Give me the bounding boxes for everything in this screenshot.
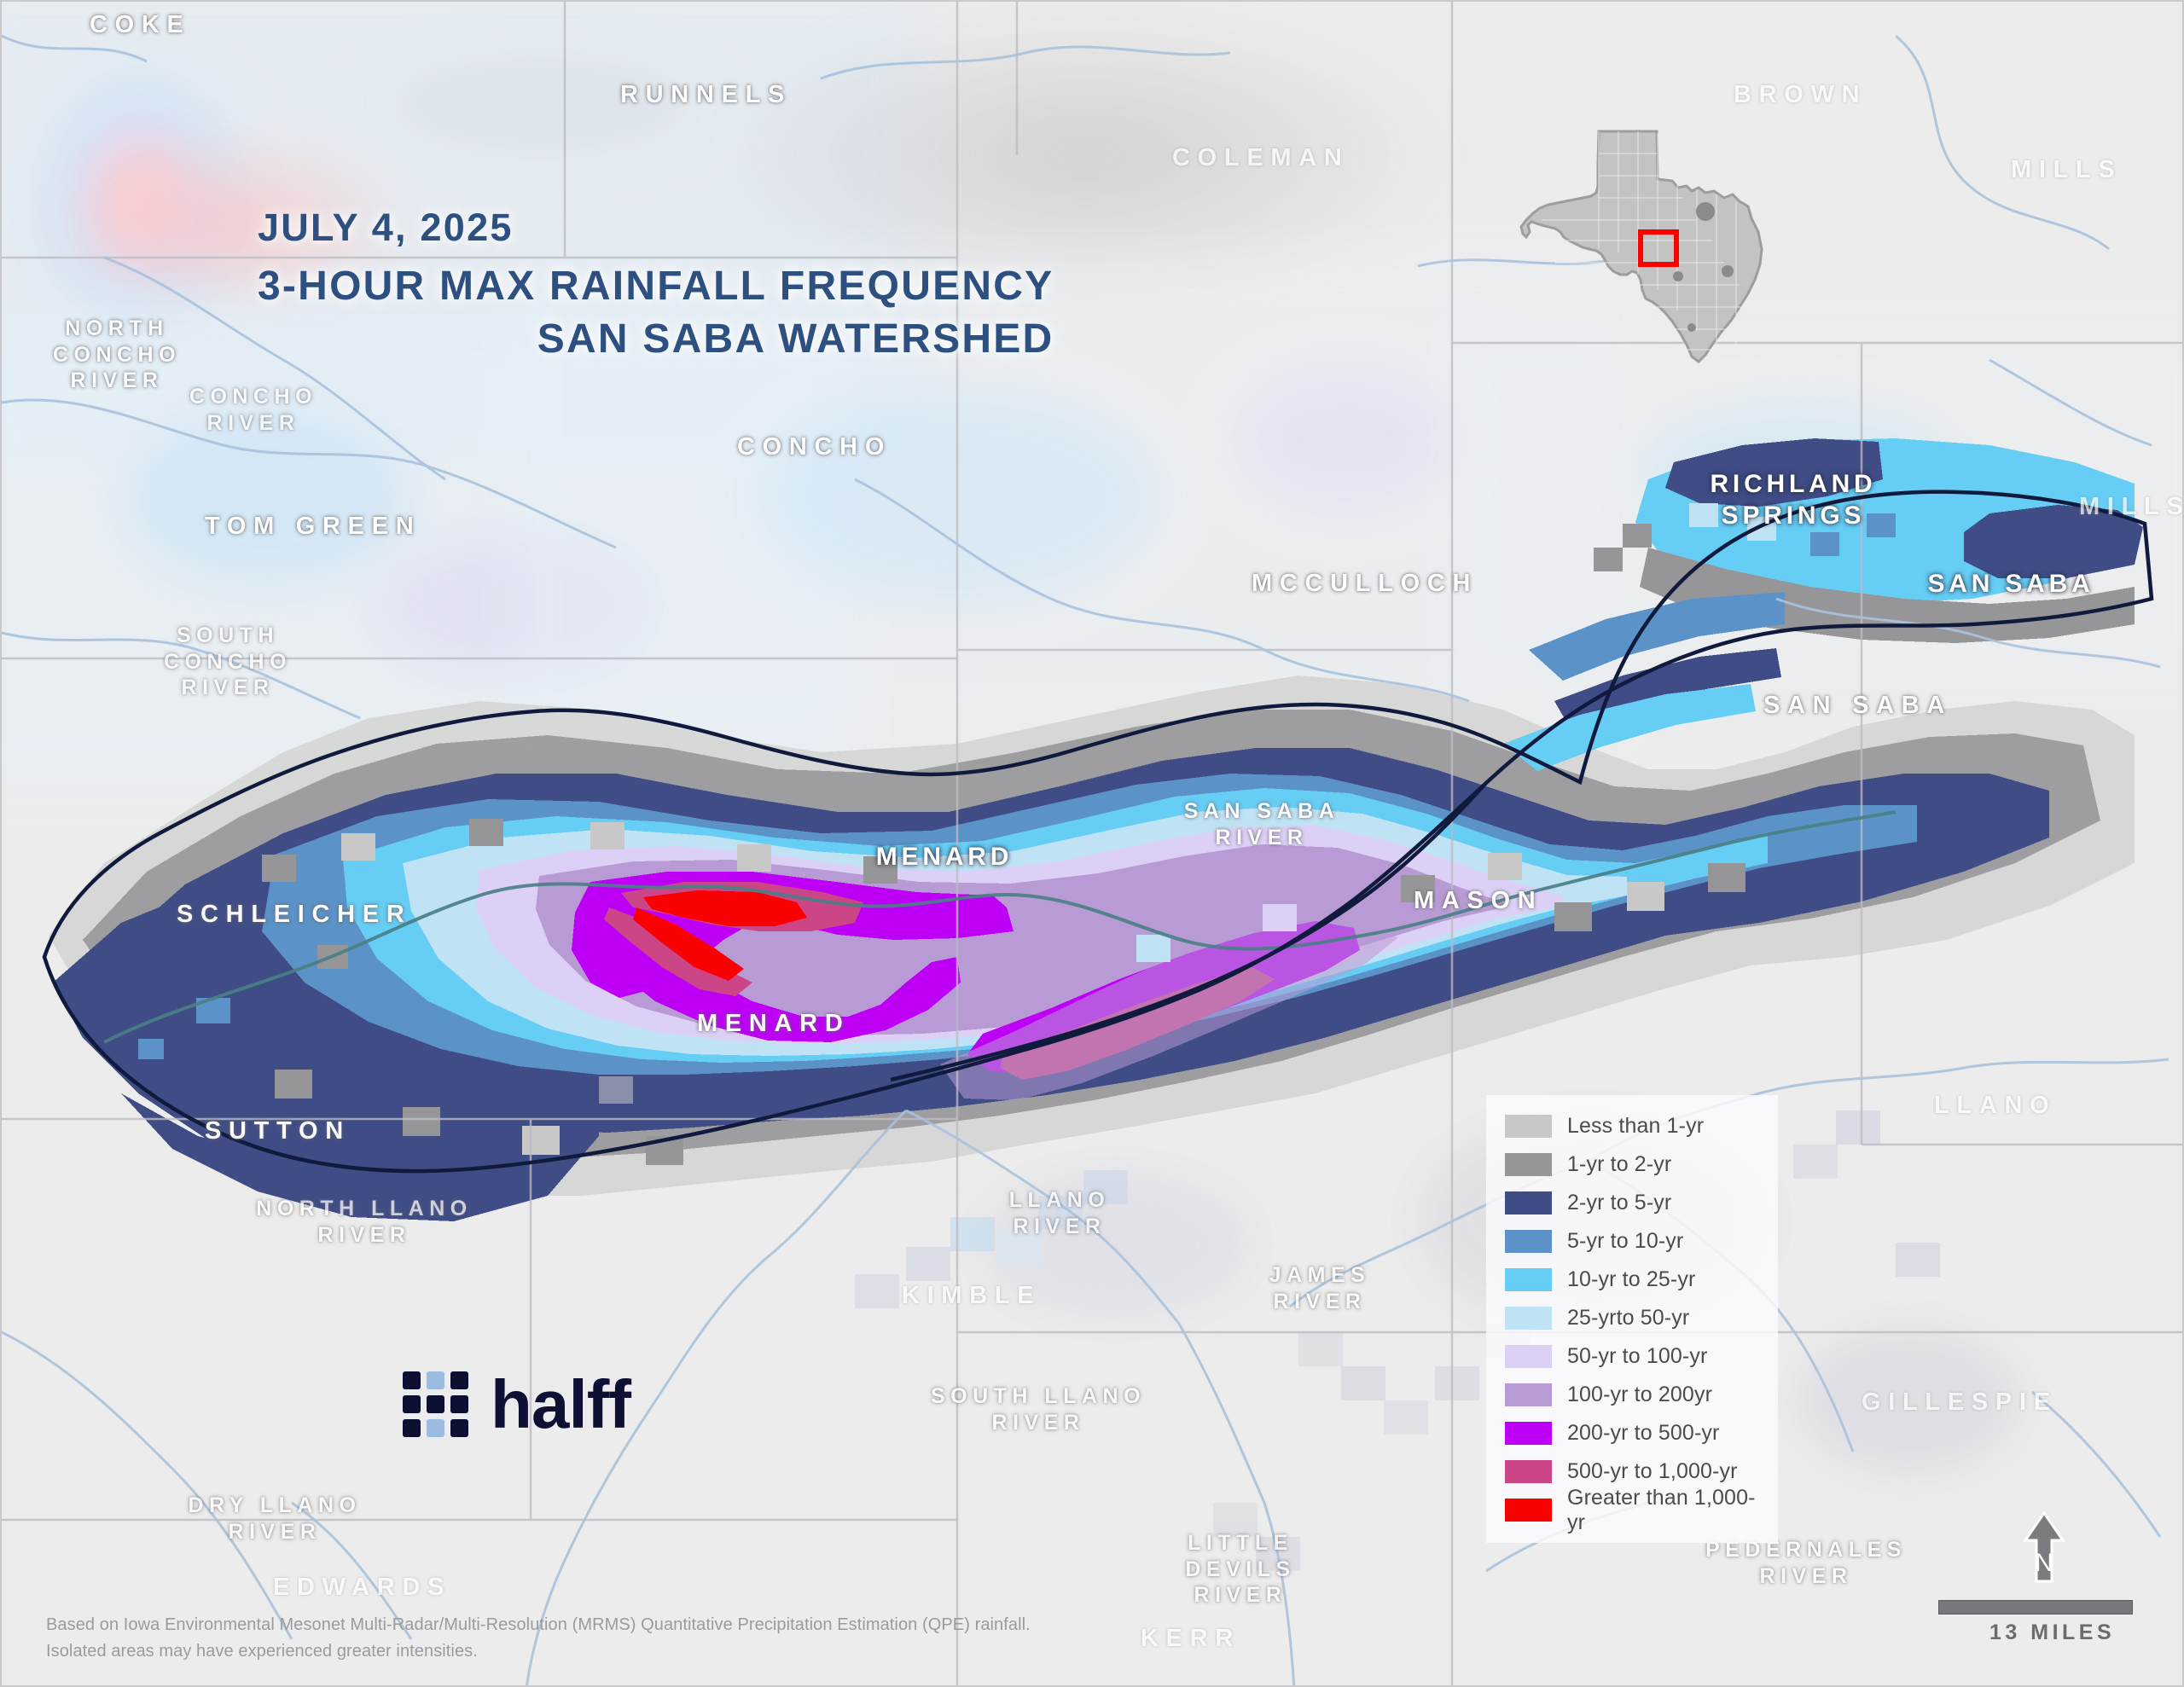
legend-label: 5-yr to 10-yr (1567, 1229, 1684, 1253)
legend-swatch (1505, 1153, 1552, 1176)
legend-row: 500-yr to 1,000-yr (1505, 1452, 1764, 1491)
source-footnote: Based on Iowa Environmental Mesonet Mult… (46, 1612, 1031, 1665)
legend-swatch (1505, 1345, 1552, 1368)
legend-row: 50-yr to 100-yr (1505, 1337, 1764, 1376)
title-subtitle: SAN SABA WATERSHED (537, 316, 1054, 362)
legend-row: 1-yr to 2-yr (1505, 1145, 1764, 1184)
legend-label: 2-yr to 5-yr (1567, 1191, 1672, 1215)
legend-row: 25-yrto 50-yr (1505, 1299, 1764, 1337)
legend-swatch (1505, 1460, 1552, 1483)
legend-swatch (1505, 1422, 1552, 1445)
wash-nw-pink (53, 130, 411, 317)
legend-label: Less than 1-yr (1567, 1114, 1705, 1138)
legend-row: 2-yr to 5-yr (1505, 1184, 1764, 1222)
legend-label: 10-yr to 25-yr (1567, 1267, 1696, 1291)
legend-row: Less than 1-yr (1505, 1107, 1764, 1145)
footnote-line-1: Based on Iowa Environmental Mesonet Mult… (46, 1615, 1031, 1634)
legend-swatch (1505, 1499, 1552, 1522)
legend-swatch (1505, 1191, 1552, 1215)
legend-swatch (1505, 1230, 1552, 1253)
title-date: JULY 4, 2025 (258, 206, 514, 249)
watershed-boundary (42, 490, 2154, 1174)
san-saba-river-line (103, 810, 1896, 1044)
map-title-block: JULY 4, 2025 3-HOUR MAX RAINFALL FREQUEN… (258, 203, 1054, 366)
legend-label: 500-yr to 1,000-yr (1567, 1459, 1738, 1483)
legend-label: 100-yr to 200yr (1567, 1383, 1713, 1406)
legend-swatch (1505, 1383, 1552, 1406)
legend-swatch (1505, 1268, 1552, 1291)
north-arrow-icon: N (2022, 1510, 2066, 1586)
halff-wordmark: halff (491, 1365, 631, 1442)
legend-row: 100-yr to 200yr (1505, 1376, 1764, 1414)
locator-box (1638, 229, 1679, 267)
scale-label: 13 MILES (1989, 1620, 2116, 1644)
legend-row: 200-yr to 500-yr (1505, 1414, 1764, 1452)
scale-bar (1938, 1600, 2133, 1615)
north-letter: N (2035, 1549, 2053, 1577)
legend-swatch (1505, 1307, 1552, 1330)
legend-row: 10-yr to 25-yr (1505, 1261, 1764, 1299)
footnote-line-2: Isolated areas may have experienced grea… (46, 1642, 478, 1661)
wash-c-blue (514, 258, 1623, 735)
legend-row: Greater than 1,000-yr (1505, 1486, 1764, 1534)
legend-label: 25-yrto 50-yr (1567, 1306, 1690, 1330)
stream-network (2, 34, 2169, 1685)
legend-label: 1-yr to 2-yr (1567, 1152, 1672, 1176)
legend-label: Greater than 1,000-yr (1567, 1485, 1756, 1534)
halff-grid-icon (403, 1371, 468, 1437)
halff-logo: halff (403, 1365, 631, 1442)
legend-label: 50-yr to 100-yr (1567, 1344, 1708, 1368)
texas-locator-inset (1516, 113, 1772, 377)
frequency-legend: Less than 1-yr 1-yr to 2-yr 2-yr to 5-yr 5-… (1486, 1095, 1778, 1543)
legend-label: 200-yr to 500-yr (1567, 1421, 1720, 1445)
title-main: 3-HOUR MAX RAINFALL FREQUENCY (258, 263, 1054, 309)
legend-swatch (1505, 1115, 1552, 1138)
legend-row: 5-yr to 10-yr (1505, 1222, 1764, 1261)
